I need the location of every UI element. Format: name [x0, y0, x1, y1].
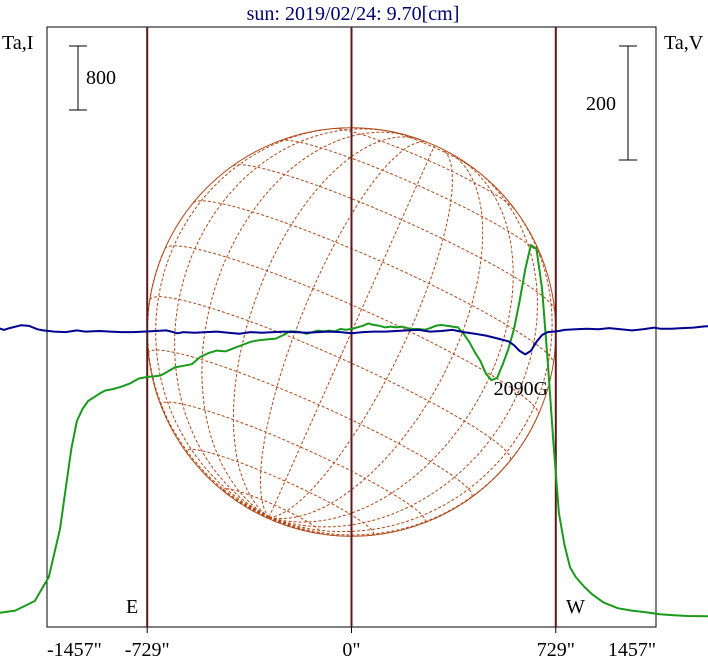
- latitude-line: [334, 128, 515, 210]
- longitude-line: [201, 131, 407, 518]
- latitude-line: [160, 401, 426, 524]
- chart-title: sun: 2019/02/24: 9.70[cm]: [247, 3, 460, 25]
- left-axis-label: Ta,I: [2, 32, 33, 54]
- longitude-line: [146, 248, 270, 518]
- right-scale-bar: 200: [586, 45, 637, 161]
- latitude-line: [280, 139, 542, 257]
- right-scale-bar-label: 200: [586, 93, 616, 115]
- x-tick-label: 729": [537, 639, 575, 661]
- longitude-line: [260, 141, 427, 518]
- x-tick-label: 0": [342, 639, 360, 661]
- east-limb-label: E: [126, 596, 138, 618]
- x-tick-label: -729": [125, 639, 170, 661]
- longitude-line: [268, 200, 553, 533]
- longitude-line: [201, 470, 270, 518]
- longitude-line: [268, 516, 274, 522]
- x-tick-label: 1457": [608, 639, 656, 661]
- longitude-line: [268, 168, 539, 528]
- series-tav-line: [0, 324, 708, 356]
- longitude-line: [267, 517, 270, 519]
- longitude-line: [268, 152, 484, 520]
- x-tick-label: -1457": [47, 639, 102, 661]
- series-tai-line: [0, 244, 708, 618]
- longitude-line: [268, 148, 453, 518]
- longitude-line: [174, 128, 391, 518]
- source-annotation: 2090G: [494, 378, 548, 400]
- reference-lines: [146, 27, 557, 627]
- longitude-line: [155, 127, 345, 518]
- scale-bars: 800 200: [69, 45, 637, 161]
- latitude-line: [186, 448, 375, 536]
- right-axis-label: Ta,V: [664, 32, 704, 54]
- latitude-line: [232, 164, 555, 310]
- annotations: 2090G: [494, 378, 548, 400]
- longitude-line: [268, 145, 435, 518]
- longitude-line: [268, 159, 514, 523]
- longitude-line: [268, 516, 290, 528]
- series-group: [0, 244, 708, 618]
- left-scale-bar-label: 800: [86, 67, 116, 89]
- latitude-line: [193, 200, 554, 364]
- longitude-line: [268, 414, 539, 536]
- longitude-line: [268, 516, 349, 537]
- west-limb-label: W: [566, 596, 585, 618]
- longitude-line: [232, 136, 420, 518]
- left-scale-bar: 800: [69, 45, 116, 111]
- x-axis-ticks: -1457" -729" 0" 729" 1457": [47, 627, 656, 661]
- solar-disk: [146, 127, 557, 537]
